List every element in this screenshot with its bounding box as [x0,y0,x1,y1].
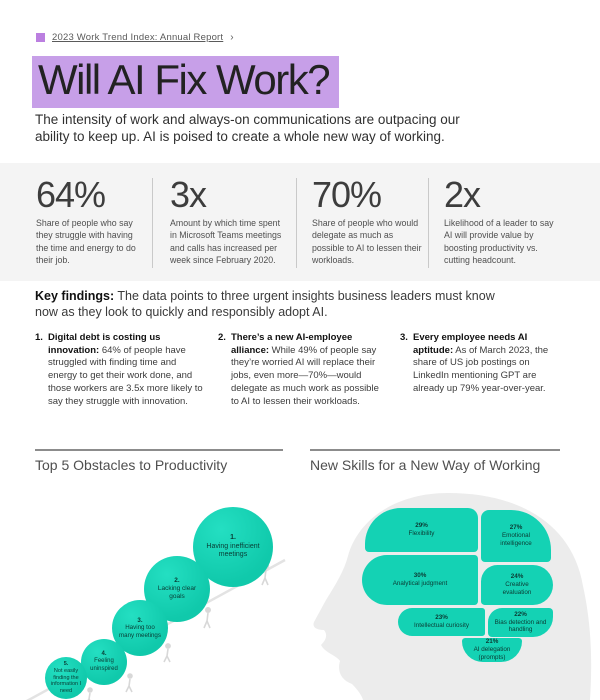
stat-desc: Share of people who say they struggle wi… [36,218,136,265]
finding-number: 3. [400,332,408,343]
ball-rank: 3. [137,616,143,624]
segment-pct: 30% [413,572,427,580]
obstacle-ball-3: 3. Having too many meetings [112,600,168,656]
skills-chart-title: New Skills for a New Way of Working [310,457,541,473]
key-findings-text: The data points to three urgent insights… [35,289,495,320]
pusher-figure-icon [87,687,93,700]
ball-rank: 2. [174,577,180,585]
ball-label: 5. Not easily finding the information I … [48,661,84,695]
finding-lead: There’s a new AI-employee alliance: [231,332,353,356]
stat-64pct: 64% Share of people who say they struggl… [36,177,144,266]
ball-text: Lacking clear goals [157,585,197,600]
stat-value: 70% [312,174,382,215]
ball-text: Not easily finding the information I nee… [50,667,82,695]
pusher-figure-icon [125,673,133,693]
page-title: Will AI Fix Work? [32,56,340,109]
finding-number: 1. [35,332,43,343]
finding-number: 2. [218,332,226,343]
segment-text: Creative evaluation [502,581,532,596]
stat-value: 3x [170,174,207,215]
segment-label: 27% Emotional intelligence [488,524,544,548]
obstacles-bubble-chart: 1. Having inefficient meetings 2. Lackin… [20,490,300,700]
segment-label: 21% AI delegation (prompts) [467,638,517,662]
segment-text: Analytical judgment [392,580,448,587]
stat-70pct: 70% Share of people who would delegate a… [312,177,424,266]
segment-flexibility: 29% Flexibility [365,508,478,552]
ball-label: 1. Having inefficient meetings [203,534,263,560]
key-findings-lead: Key findings: [35,289,115,303]
ball-rank: 1. [230,534,236,542]
segment-pct: 22% [514,610,527,618]
segment-creative-evaluation: 24% Creative evaluation [481,565,553,605]
segment-text: AI delegation (prompts) [473,646,511,661]
segment-label: 30% Analytical judgment [393,572,448,588]
finding-1: 1. Digital debt is costing us innovation… [35,332,203,408]
segment-pct: 21% [485,638,499,646]
finding-body: Digital debt is costing us innovation: 6… [48,332,203,408]
ball-rank: 4. [101,651,107,658]
key-findings: Key findings: The data points to three u… [35,288,495,321]
finding-lead: Digital debt is costing us innovation: [48,332,161,356]
segment-pct: 29% [415,522,428,530]
stat-2x: 2x Likelihood of a leader to say AI will… [444,177,556,266]
segment-label: 22% Bias detection and handling [492,611,550,635]
segment-pct: 23% [435,614,448,622]
stat-value: 2x [444,174,481,215]
segment-text: Emotional intelligence [500,532,532,547]
ball-text: Having too many meetings [119,624,161,639]
segment-analytical-judgment: 30% Analytical judgment [362,555,478,605]
finding-lead: Every employee needs AI aptitude: [413,332,528,356]
segment-intellectual-curiosity: 23% Intellectual curiosity [398,608,485,636]
finding-body: Every employee needs AI aptitude: As of … [413,332,565,396]
pusher-figure-icon [203,607,212,629]
report-link[interactable]: 2023 Work Trend Index: Annual Report [52,32,224,43]
obstacle-ball-4: 4. Feeling uninspired [81,639,127,685]
ball-label: 2. Lacking clear goals [153,577,201,601]
brain-segments: 29% Flexibility 27% Emotional intelligen… [360,506,554,662]
section-rule-right [310,449,560,451]
stat-3x: 3x Amount by which time spent in Microso… [170,177,288,266]
finding-2: 2. There’s a new AI-employee alliance: W… [218,332,388,408]
purple-square-bullet-icon [36,33,45,42]
segment-text: Intellectual curiosity [414,622,469,629]
finding-text: While 49% of people say they’re worried … [231,344,379,407]
section-rule-left [35,449,283,451]
ball-text: Feeling uninspired [90,658,118,672]
stat-desc: Share of people who would delegate as mu… [312,218,422,265]
page-title-wrap: Will AI Fix Work? [32,56,340,109]
obstacles-chart-title: Top 5 Obstacles to Productivity [35,457,228,473]
stats-band: 64% Share of people who say they struggl… [0,163,600,281]
segment-text: Flexibility [408,530,435,537]
segment-label: 24% Creative evaluation [491,573,543,597]
pusher-figure-icon [163,643,171,663]
chevron-right-icon: › [230,32,234,43]
stat-desc: Amount by which time spent in Microsoft … [170,218,282,265]
stat-value: 64% [36,174,106,215]
page-subtitle: The intensity of work and always-on comm… [35,112,460,144]
ball-label: 4. Feeling uninspired [86,651,122,673]
segment-bias-detection: 22% Bias detection and handling [488,608,553,637]
ball-label: 3. Having too many meetings [118,617,162,640]
finding-text: As of March 2023, the share of US job po… [413,344,549,394]
finding-3: 3. Every employee needs AI aptitude: As … [400,332,565,396]
segment-ai-delegation: 21% AI delegation (prompts) [462,638,522,662]
segment-emotional-intelligence: 27% Emotional intelligence [481,510,551,562]
finding-text: 64% of people have struggled with findin… [48,344,203,407]
segment-label: 23% Intellectual curiosity [414,614,469,630]
ball-rank: 5. [63,661,69,668]
stat-divider [428,178,429,268]
stat-divider [296,178,297,268]
segment-label: 29% Flexibility [409,522,435,538]
stat-desc: Likelihood of a leader to say AI will pr… [444,218,554,265]
segment-pct: 24% [510,573,524,581]
segment-pct: 27% [509,524,523,532]
obstacle-ball-5: 5. Not easily finding the information I … [45,657,87,699]
finding-body: There’s a new AI-employee alliance: Whil… [231,332,388,408]
ball-text: Having inefficient meetings [206,542,260,559]
report-link-row: 2023 Work Trend Index: Annual Report › [36,32,234,43]
segment-text: Bias detection and handling [494,618,547,634]
stat-divider [152,178,153,268]
